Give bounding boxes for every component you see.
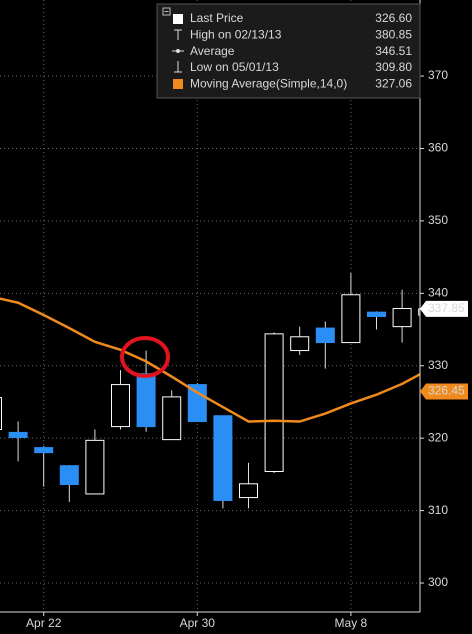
legend-value: 346.51 [375, 44, 412, 58]
x-tick-label: Apr 30 [180, 616, 216, 630]
candle-body [8, 431, 28, 438]
price-tag-label: 326.45 [428, 384, 465, 398]
candle-body [315, 327, 335, 344]
legend-label: Average [190, 44, 235, 58]
moving-average-line [0, 297, 420, 423]
x-tick-label: Apr 22 [26, 616, 62, 630]
legend-value: 327.06 [375, 76, 412, 90]
y-tick-label: 360 [428, 141, 448, 155]
candle-body [34, 447, 54, 454]
candle-body [0, 397, 2, 430]
candle-body [392, 308, 412, 328]
candle-body [136, 373, 156, 428]
legend: Last Price 326.60 High on 02/13/13 380.85 Av… [156, 3, 421, 99]
legend-value: 326.60 [375, 11, 412, 25]
legend-label: Last Price [190, 11, 244, 25]
legend-label: High on 02/13/13 [190, 27, 282, 41]
candle-body [418, 308, 420, 316]
highlight-circle [120, 336, 170, 378]
y-tick-label: 350 [428, 213, 448, 227]
x-tick-label: May 8 [335, 616, 368, 630]
y-tick-label: 300 [428, 575, 448, 589]
axes: 300 310 320 330 340 350 360 370 Apr 22 Apr 30 May … [26, 68, 468, 630]
legend-label: Low on 05/01/13 [190, 60, 279, 74]
y-tick-label: 330 [428, 358, 448, 372]
legend-collapse-icon [162, 7, 171, 16]
y-tick-label: 370 [428, 68, 448, 82]
legend-icon [173, 14, 183, 24]
legend-value: 380.85 [375, 27, 412, 41]
candle-body [341, 294, 361, 344]
y-tick-label: 340 [428, 285, 448, 299]
price-tag [420, 300, 468, 317]
legend-icon [176, 49, 180, 53]
candle-body [213, 415, 233, 501]
legend-icon [174, 29, 182, 40]
legend-box [156, 3, 421, 99]
candle-body [162, 396, 182, 441]
candle-body [59, 465, 79, 486]
candle-body [187, 384, 207, 423]
y-tick-label: 320 [428, 430, 448, 444]
candle-body [367, 311, 386, 318]
legend-icon [173, 79, 183, 89]
candle-body [239, 483, 258, 499]
legend-label: Moving Average(Simple,14,0) [190, 76, 347, 90]
legend-icon [174, 61, 182, 73]
candle-body [264, 333, 284, 472]
legend-value: 309.80 [375, 60, 412, 74]
y-tick-label: 310 [428, 503, 448, 517]
price-tag [420, 383, 468, 400]
candle-body [85, 439, 105, 495]
candle-body [290, 336, 310, 352]
plot-area [0, 273, 420, 509]
price-tag-label: 337.85 [428, 301, 465, 315]
candle-body [111, 384, 130, 428]
